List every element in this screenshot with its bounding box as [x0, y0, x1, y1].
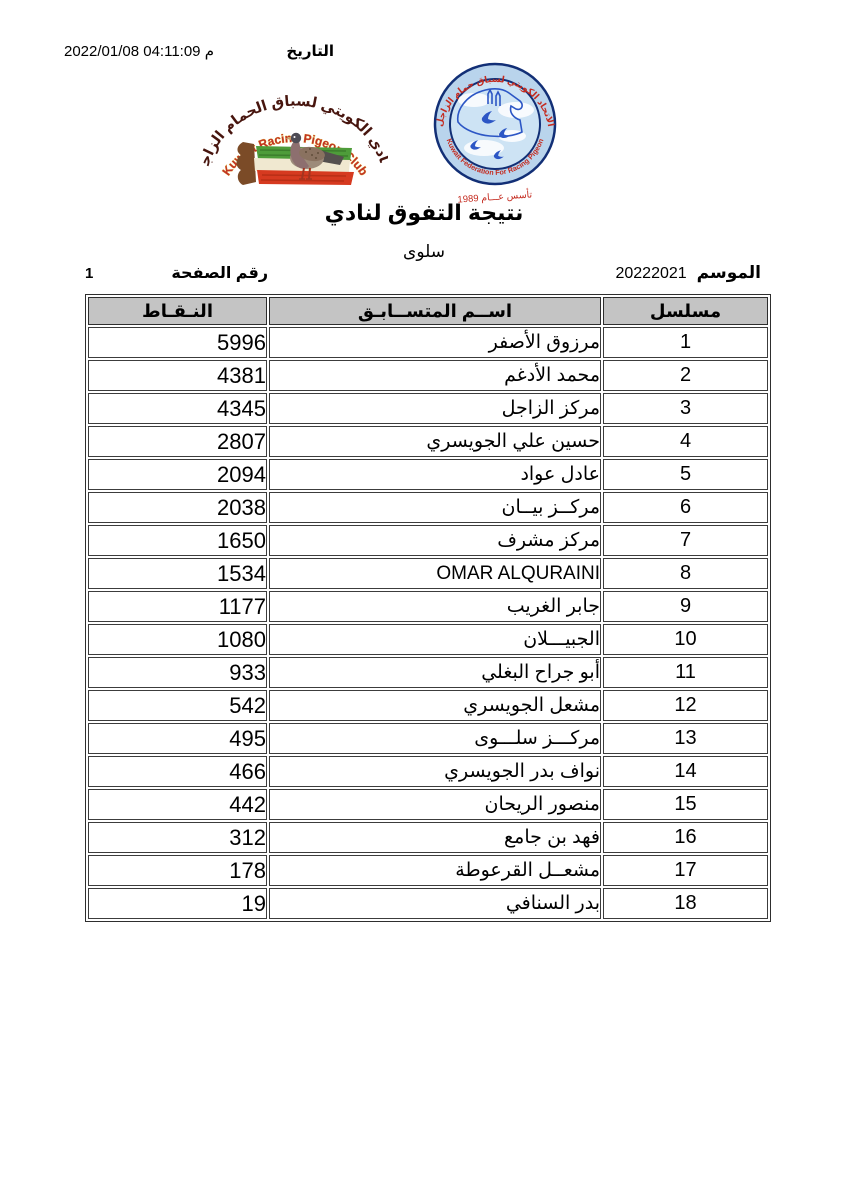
- name-cell: مركز مشرف: [269, 525, 601, 556]
- name-cell: بدر السنافي: [269, 888, 601, 919]
- serial-cell: 11: [603, 657, 768, 688]
- name-cell: عادل عواد: [269, 459, 601, 490]
- table-row: 17 مشعــل القرعوطة 178: [88, 855, 768, 886]
- serial-cell: 9: [603, 591, 768, 622]
- serial-cell: 18: [603, 888, 768, 919]
- name-cell: مرزوق الأصفر: [269, 327, 601, 358]
- serial-cell: 10: [603, 624, 768, 655]
- serial-cell: 8: [603, 558, 768, 589]
- points-cell: 442: [88, 789, 267, 820]
- table-row: 1 مرزوق الأصفر 5996: [88, 327, 768, 358]
- table-header-row: مسلسل اســم المتســابـق النـقـاط: [88, 297, 768, 325]
- table-row: 9 جابر الغريب 1177: [88, 591, 768, 622]
- serial-cell: 13: [603, 723, 768, 754]
- serial-cell: 1: [603, 327, 768, 358]
- header-points: النـقـاط: [88, 297, 267, 325]
- name-cell: منصور الريحان: [269, 789, 601, 820]
- serial-cell: 4: [603, 426, 768, 457]
- table-row: 13 مركـــز سلـــوى 495: [88, 723, 768, 754]
- results-table-body: 1 مرزوق الأصفر 5996 2 محمد الأدغم 4381 3…: [88, 327, 768, 919]
- table-row: 16 فهد بن جامع 312: [88, 822, 768, 853]
- serial-cell: 14: [603, 756, 768, 787]
- table-row: 14 نواف بدر الجويسري 466: [88, 756, 768, 787]
- table-row: 6 مركــز بيــان 2038: [88, 492, 768, 523]
- points-cell: 466: [88, 756, 267, 787]
- serial-cell: 17: [603, 855, 768, 886]
- name-cell: مركز الزاجل: [269, 393, 601, 424]
- table-row: 3 مركز الزاجل 4345: [88, 393, 768, 424]
- points-cell: 542: [88, 690, 267, 721]
- report-title: نتيجة التفوق لنادي: [324, 200, 524, 225]
- kuwait-map-art: [457, 88, 523, 138]
- name-cell: أبو جراح البغلي: [269, 657, 601, 688]
- table-row: 2 محمد الأدغم 4381: [88, 360, 768, 391]
- points-cell: 1650: [88, 525, 267, 556]
- header-serial: مسلسل: [603, 297, 768, 325]
- federation-logo: الاتحاد الكويتي لسباق حمام الزاجل Kuwait…: [433, 62, 557, 206]
- serial-cell: 3: [603, 393, 768, 424]
- header-name: اســم المتســابـق: [269, 297, 601, 325]
- serial-cell: 5: [603, 459, 768, 490]
- name-cell: مشعــل القرعوطة: [269, 855, 601, 886]
- table-row: 12 مشعل الجويسري 542: [88, 690, 768, 721]
- serial-cell: 15: [603, 789, 768, 820]
- points-cell: 19: [88, 888, 267, 919]
- table-row: 15 منصور الريحان 442: [88, 789, 768, 820]
- pigeon-icon: [285, 132, 344, 180]
- serial-cell: 12: [603, 690, 768, 721]
- points-cell: 178: [88, 855, 267, 886]
- page-number-value: 1: [85, 265, 94, 282]
- points-cell: 1534: [88, 558, 267, 589]
- points-cell: 1177: [88, 591, 267, 622]
- name-cell: مركــز بيــان: [269, 492, 601, 523]
- name-cell: OMAR ALQURAINI: [269, 558, 601, 589]
- points-cell: 4381: [88, 360, 267, 391]
- serial-cell: 6: [603, 492, 768, 523]
- page-number-label: رقم الصفحة: [171, 265, 269, 282]
- page-number: رقم الصفحة 1: [85, 263, 268, 283]
- name-cell: حسين علي الجويسري: [269, 426, 601, 457]
- name-cell: محمد الأدغم: [269, 360, 601, 391]
- points-cell: 5996: [88, 327, 267, 358]
- points-cell: 312: [88, 822, 267, 853]
- table-row: 18 بدر السنافي 19: [88, 888, 768, 919]
- name-cell: جابر الغريب: [269, 591, 601, 622]
- points-cell: 933: [88, 657, 267, 688]
- meta-line: الموسم 20222021 رقم الصفحة 1: [85, 263, 761, 283]
- results-table: مسلسل اســم المتســابـق النـقـاط 1 مرزوق…: [85, 294, 771, 922]
- points-cell: 4345: [88, 393, 267, 424]
- season: الموسم 20222021: [615, 263, 761, 283]
- table-row: 10 الجبيـــلان 1080: [88, 624, 768, 655]
- club-name: سلوى: [403, 242, 445, 261]
- points-cell: 495: [88, 723, 267, 754]
- table-row: 4 حسين علي الجويسري 2807: [88, 426, 768, 457]
- name-cell: الجبيـــلان: [269, 624, 601, 655]
- club-logo: النادي الكويتي لسباق الحمام الزاجل Kuwai…: [202, 58, 388, 185]
- date-value: م 04:11:09 2022/01/08: [64, 43, 214, 60]
- serial-cell: 16: [603, 822, 768, 853]
- serial-cell: 2: [603, 360, 768, 391]
- table-row: 11 أبو جراح البغلي 933: [88, 657, 768, 688]
- season-label: الموسم: [696, 263, 761, 282]
- points-cell: 2038: [88, 492, 267, 523]
- points-cell: 2094: [88, 459, 267, 490]
- date-label: التاريخ: [286, 43, 334, 60]
- pigeons-art: [470, 111, 511, 160]
- date-line: م 04:11:09 2022/01/08 التاريخ: [64, 42, 334, 60]
- season-value: 20222021: [615, 265, 687, 282]
- points-cell: 1080: [88, 624, 267, 655]
- table-row: 8 OMAR ALQURAINI 1534: [88, 558, 768, 589]
- name-cell: مشعل الجويسري: [269, 690, 601, 721]
- name-cell: نواف بدر الجويسري: [269, 756, 601, 787]
- name-cell: فهد بن جامع: [269, 822, 601, 853]
- serial-cell: 7: [603, 525, 768, 556]
- table-row: 5 عادل عواد 2094: [88, 459, 768, 490]
- name-cell: مركـــز سلـــوى: [269, 723, 601, 754]
- table-row: 7 مركز مشرف 1650: [88, 525, 768, 556]
- points-cell: 2807: [88, 426, 267, 457]
